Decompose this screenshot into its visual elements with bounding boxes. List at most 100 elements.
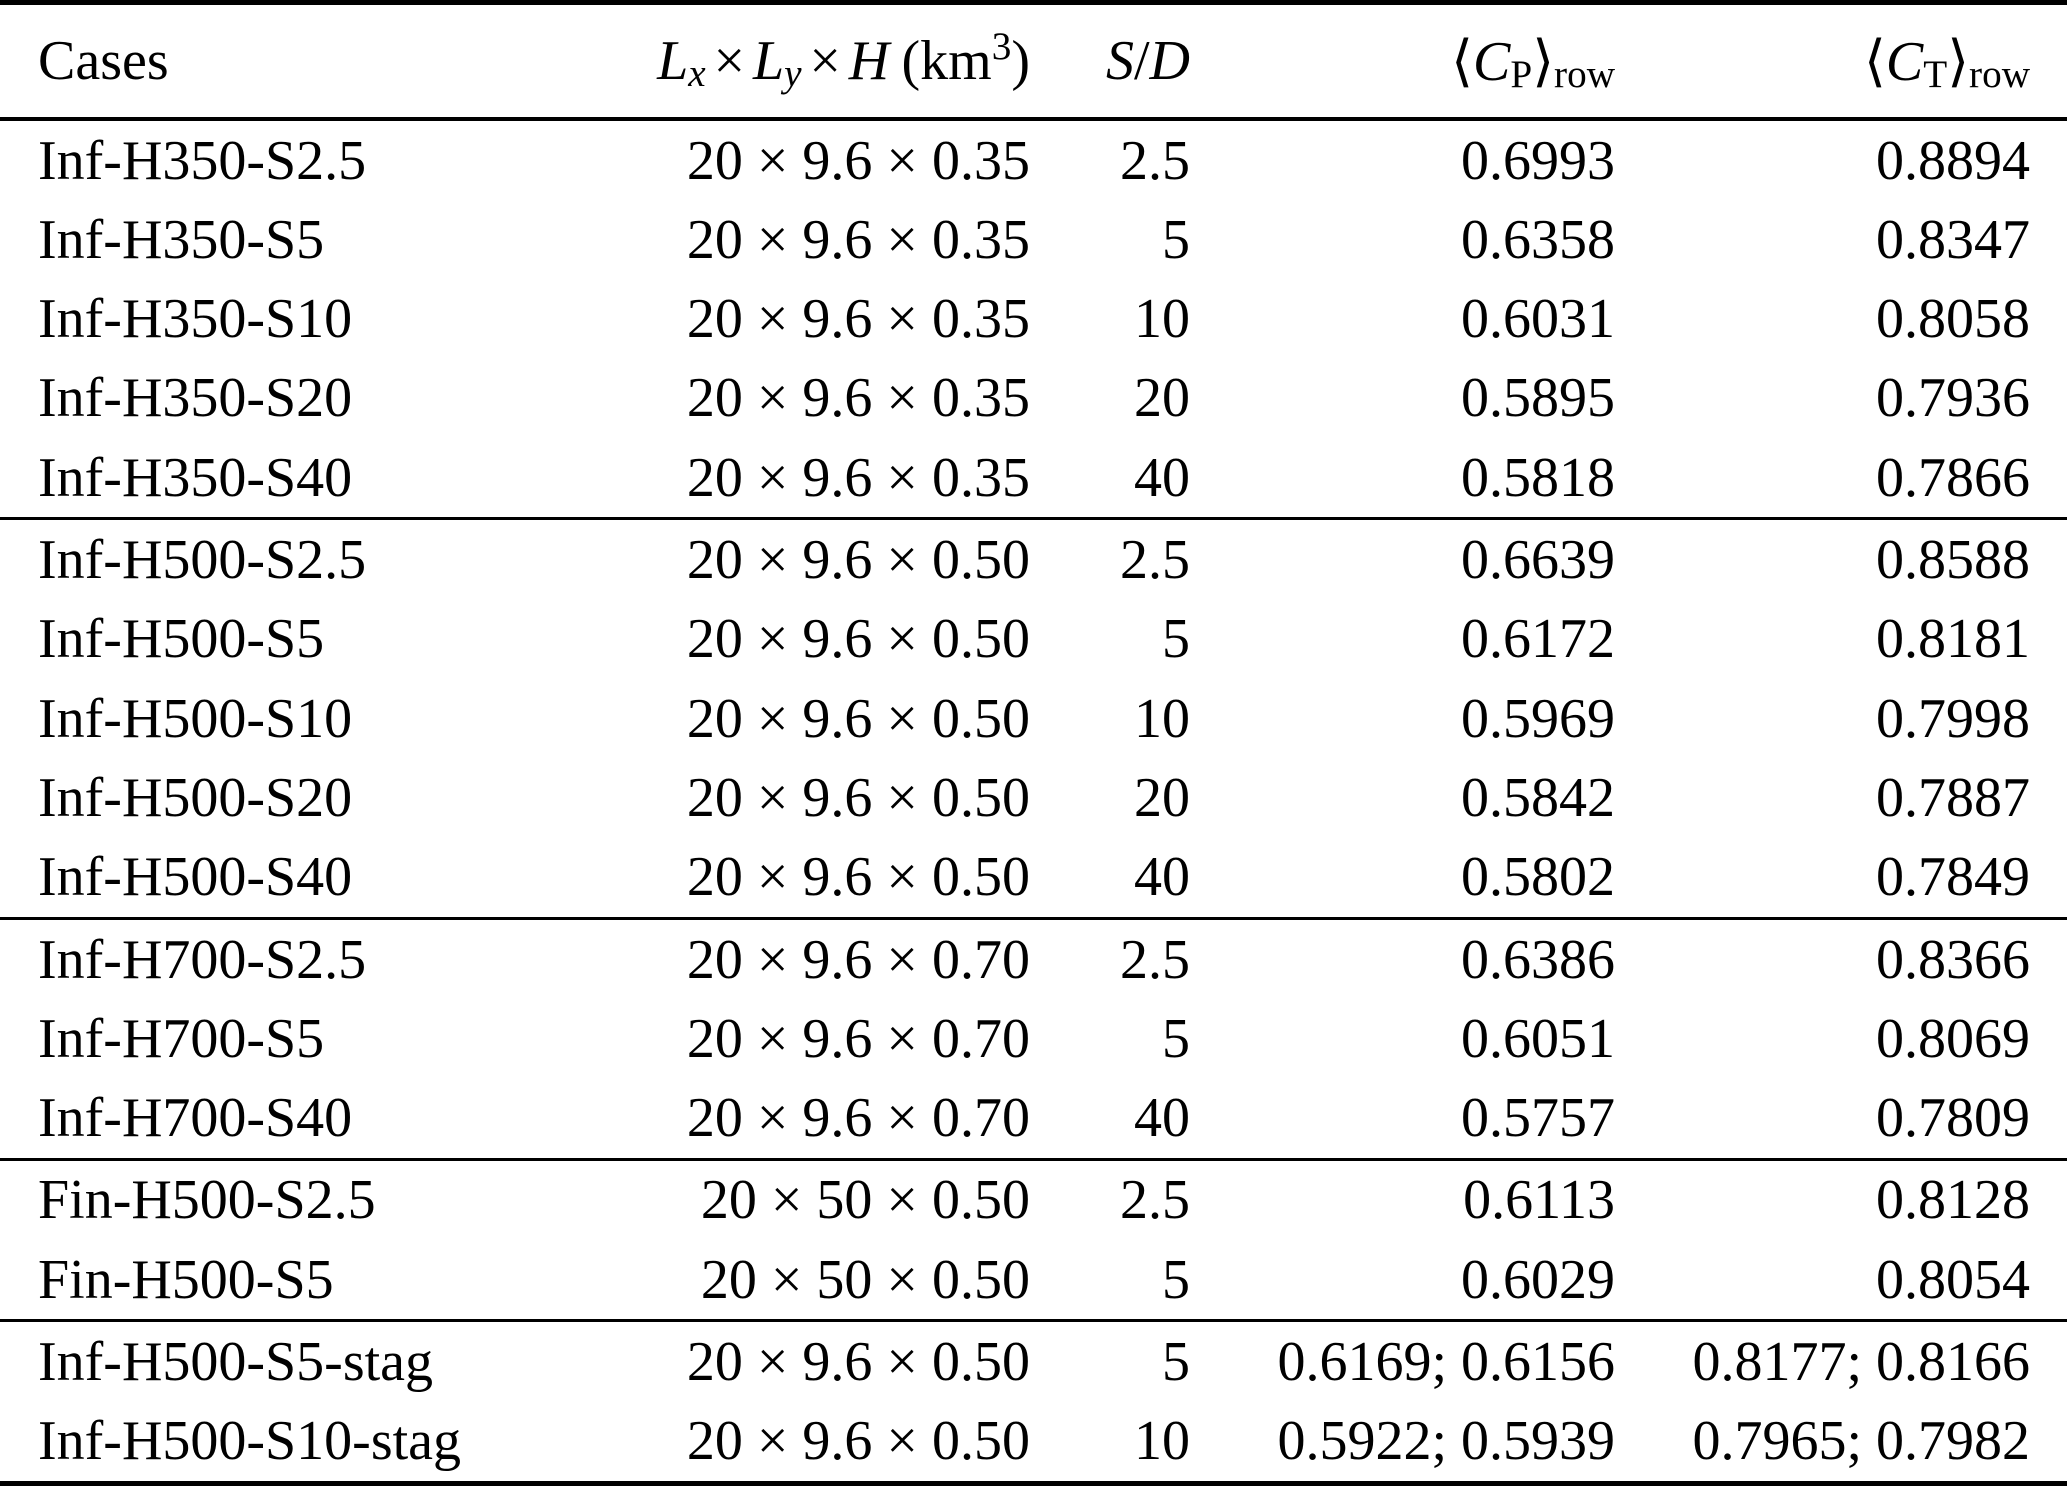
table-section-1: Inf-H350-S2.5 20 × 9.6 × 0.35 2.5 0.6993… [0, 119, 2067, 519]
cell-case-name: Inf-H700-S5 [38, 1007, 325, 1070]
cell-power-coefficient: 0.5842 [1461, 766, 1615, 829]
cp-subscript: P [1510, 52, 1533, 96]
cell-sd-ratio: 40 [1134, 846, 1190, 909]
sd-D: D [1149, 30, 1190, 92]
ct-row-subscript: row [1969, 52, 2030, 96]
table-section-3: Inf-H700-S2.5 20 × 9.6 × 0.70 2.5 0.6386… [0, 916, 2067, 1159]
cell-thrust-coefficient: 0.8054 [1876, 1248, 2030, 1311]
cell-sd-ratio: 2.5 [1030, 1157, 1190, 1241]
cell-domain-dimensions: 20 × 9.6 × 0.35 [686, 367, 1030, 430]
column-header-sd-ratio: S/D [1030, 2, 1190, 121]
cell-case-name: Inf-H500-S10 [38, 687, 353, 750]
ct-subscript: T [1923, 52, 1948, 96]
cell-domain-dimensions: 20 × 9.6 × 0.50 [686, 766, 1030, 829]
table-row: Inf-H500-S2.5 20 × 9.6 × 0.50 2.5 0.6639… [0, 517, 2067, 600]
table-row: Inf-H700-S40 20 × 9.6 × 0.70 40 0.5757 0… [0, 1078, 2067, 1159]
cell-case-name: Fin-H500-S5 [38, 1248, 334, 1311]
table-row: Inf-H500-S10-stag 20 × 9.6 × 0.50 10 0.5… [0, 1402, 2067, 1484]
cell-case-name: Inf-H350-S20 [38, 367, 353, 430]
cell-sd-ratio: 2.5 [1030, 517, 1190, 600]
cp-langle: ⟨ [1451, 30, 1474, 93]
cell-domain-dimensions: 20 × 9.6 × 0.70 [520, 916, 1030, 1000]
dims-H: H [848, 30, 890, 92]
cell-thrust-coefficient: 0.8058 [1876, 288, 2030, 351]
cell-power-coefficient: 0.6113 [1190, 1157, 1615, 1241]
table-row: Inf-H700-S5 20 × 9.6 × 0.70 5 0.6051 0.8… [0, 999, 2067, 1078]
ct-langle: ⟨ [1864, 30, 1886, 93]
cell-power-coefficient: 0.5818 [1461, 446, 1615, 509]
cell-power-coefficient: 0.6358 [1461, 208, 1615, 271]
dims-times-2: × [809, 30, 841, 92]
table-header: Cases Lx × Ly × H (km3) S/D ⟨CP⟩row ⟨CT⟩row [0, 2, 2067, 121]
cell-power-coefficient: 0.6993 [1461, 129, 1615, 192]
table-row: Inf-H500-S40 20 × 9.6 × 0.50 40 0.5802 0… [0, 838, 2067, 919]
table-row: Inf-H500-S20 20 × 9.6 × 0.50 20 0.5842 0… [0, 758, 2067, 837]
cell-domain-dimensions: 20 × 9.6 × 0.70 [686, 1087, 1030, 1150]
cell-sd-ratio: 5 [1030, 1319, 1190, 1402]
cell-domain-dimensions: 20 × 9.6 × 0.50 [686, 687, 1030, 750]
cell-thrust-coefficient: 0.8588 [1615, 517, 2067, 600]
cell-thrust-coefficient: 0.7887 [1876, 766, 2030, 829]
cell-sd-ratio: 10 [1134, 687, 1190, 750]
cell-case-name: Inf-H500-S20 [38, 766, 353, 829]
cell-domain-dimensions: 20 × 9.6 × 0.35 [686, 288, 1030, 351]
table-row: Inf-H350-S2.5 20 × 9.6 × 0.35 2.5 0.6993… [0, 119, 2067, 200]
cell-domain-dimensions: 20 × 9.6 × 0.50 [686, 1410, 1030, 1473]
dims-sub-x: x [688, 52, 706, 96]
cell-case-name: Inf-H350-S5 [38, 208, 325, 271]
table-row: Fin-H500-S2.5 20 × 50 × 0.50 2.5 0.6113 … [0, 1157, 2067, 1241]
cell-sd-ratio: 10 [1134, 1410, 1190, 1473]
cell-domain-dimensions: 20 × 9.6 × 0.50 [520, 1319, 1030, 1402]
cell-power-coefficient: 0.5895 [1461, 367, 1615, 430]
cell-sd-ratio: 10 [1134, 288, 1190, 351]
cell-thrust-coefficient: 0.8069 [1876, 1007, 2030, 1070]
cell-domain-dimensions: 20 × 50 × 0.50 [520, 1157, 1030, 1241]
table-section-2: Inf-H500-S2.5 20 × 9.6 × 0.50 2.5 0.6639… [0, 517, 2067, 919]
cell-thrust-coefficient: 0.7809 [1876, 1087, 2030, 1150]
cell-sd-ratio: 40 [1134, 1087, 1190, 1150]
sd-slash: / [1133, 30, 1150, 92]
cell-sd-ratio: 40 [1134, 446, 1190, 509]
cell-case-name: Fin-H500-S2.5 [0, 1157, 520, 1241]
cell-power-coefficient: 0.5922; 0.5939 [1277, 1410, 1615, 1473]
cell-power-coefficient: 0.6639 [1190, 517, 1615, 600]
cell-power-coefficient: 0.5802 [1461, 846, 1615, 909]
column-header-ct: ⟨CT⟩row [1615, 2, 2067, 121]
cell-sd-ratio: 2.5 [1120, 129, 1190, 192]
cell-sd-ratio: 20 [1134, 367, 1190, 430]
cell-domain-dimensions: 20 × 9.6 × 0.35 [686, 129, 1030, 192]
sd-S: S [1105, 30, 1134, 92]
cell-power-coefficient: 0.5969 [1461, 687, 1615, 750]
cell-thrust-coefficient: 0.7866 [1876, 446, 2030, 509]
column-header-dimensions: Lx × Ly × H (km3) [520, 2, 1030, 121]
cell-thrust-coefficient: 0.7936 [1876, 367, 2030, 430]
table-section-4: Fin-H500-S2.5 20 × 50 × 0.50 2.5 0.6113 … [0, 1157, 2067, 1321]
dims-sub-y: y [784, 52, 802, 96]
cell-case-name: Inf-H700-S2.5 [0, 916, 520, 1000]
table-row: Inf-H700-S2.5 20 × 9.6 × 0.70 2.5 0.6386… [0, 916, 2067, 1000]
dims-unit-exponent: 3 [991, 25, 1012, 69]
cp-C: C [1473, 30, 1511, 93]
cell-power-coefficient: 0.6031 [1461, 288, 1615, 351]
column-header-cp: ⟨CP⟩row [1190, 2, 1615, 121]
cp-row-subscript: row [1554, 52, 1615, 96]
cell-thrust-coefficient: 0.7849 [1876, 846, 2030, 909]
cell-case-name: Inf-H700-S40 [38, 1087, 353, 1150]
table-row: Inf-H500-S5 20 × 9.6 × 0.50 5 0.6172 0.8… [0, 600, 2067, 679]
dims-L1: L [657, 30, 689, 92]
cell-sd-ratio: 5 [1162, 1248, 1190, 1311]
table-row: Inf-H350-S20 20 × 9.6 × 0.35 20 0.5895 0… [0, 359, 2067, 438]
dims-unit-close: ) [1011, 30, 1030, 92]
dims-unit-open: (km [901, 30, 992, 92]
cell-thrust-coefficient: 0.8366 [1615, 916, 2067, 1000]
cell-thrust-coefficient: 0.8347 [1876, 208, 2030, 271]
ct-C: C [1885, 30, 1924, 93]
table-row: Inf-H500-S5-stag 20 × 9.6 × 0.50 5 0.616… [0, 1319, 2067, 1402]
cell-power-coefficient: 0.6172 [1461, 608, 1615, 671]
cell-case-name: Inf-H350-S10 [38, 288, 353, 351]
cell-case-name: Inf-H350-S2.5 [38, 129, 367, 192]
cell-domain-dimensions: 20 × 9.6 × 0.35 [686, 446, 1030, 509]
cell-power-coefficient: 0.6051 [1461, 1007, 1615, 1070]
cell-domain-dimensions: 20 × 9.6 × 0.35 [686, 208, 1030, 271]
